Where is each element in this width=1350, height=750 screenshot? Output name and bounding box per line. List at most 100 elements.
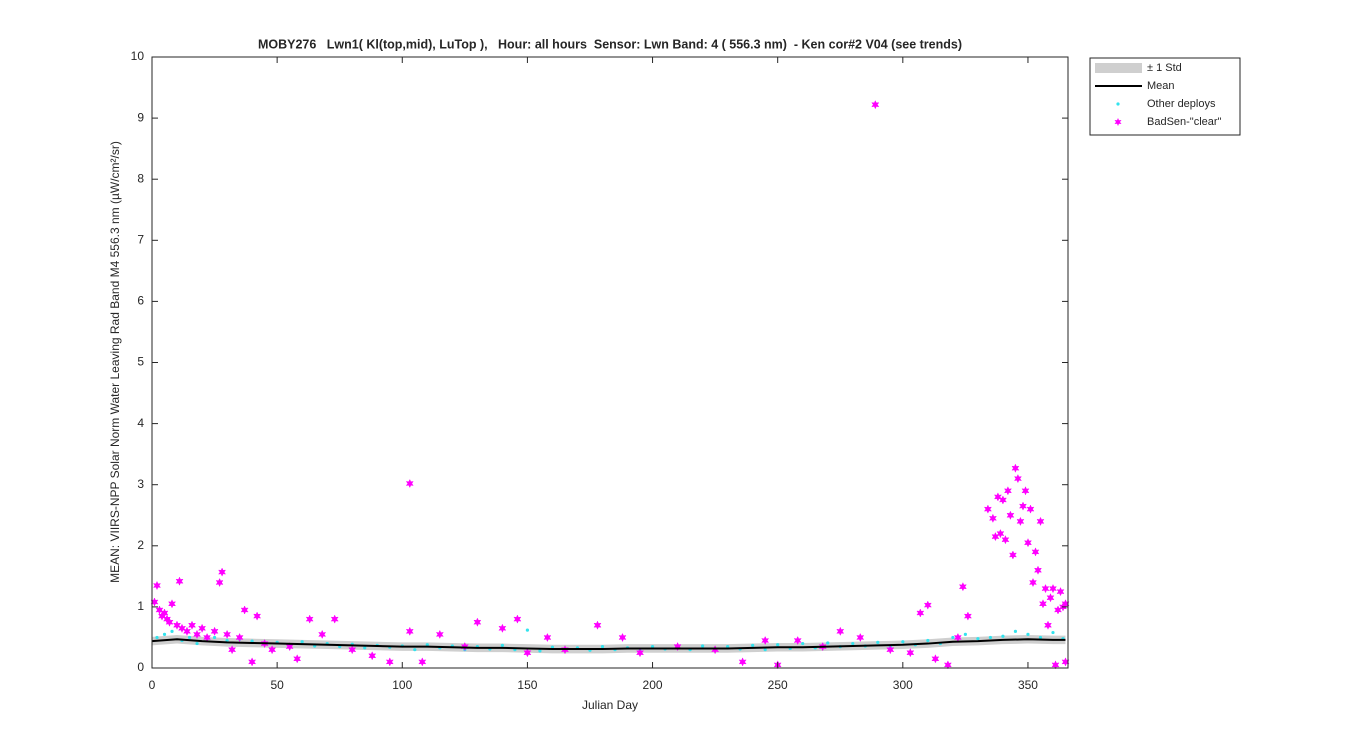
legend: ± 1 Std Mean Other deploys BadSen-"clear" bbox=[1089, 57, 1241, 136]
point bbox=[500, 643, 504, 647]
star-point bbox=[886, 645, 895, 655]
star-point bbox=[836, 626, 845, 636]
star-point bbox=[593, 620, 602, 630]
point bbox=[963, 632, 967, 636]
point bbox=[195, 641, 199, 646]
star-point bbox=[963, 611, 972, 621]
star-point bbox=[268, 645, 277, 655]
star-point bbox=[1048, 583, 1057, 594]
x-tick-label: 150 bbox=[517, 678, 537, 692]
star-point bbox=[1026, 504, 1035, 514]
star-point bbox=[198, 623, 207, 633]
point bbox=[155, 635, 159, 640]
star-point bbox=[931, 654, 940, 664]
x-tick-label: 300 bbox=[893, 678, 913, 692]
star-point bbox=[916, 608, 925, 618]
star-point bbox=[1061, 657, 1070, 667]
star-point bbox=[193, 629, 202, 640]
point bbox=[425, 643, 429, 647]
point bbox=[776, 643, 780, 647]
x-tick-label: 100 bbox=[392, 678, 412, 692]
star-point bbox=[761, 635, 770, 646]
star-point bbox=[1003, 486, 1012, 496]
star-point bbox=[1046, 593, 1055, 603]
star-point bbox=[188, 620, 197, 630]
star-point bbox=[738, 657, 747, 667]
legend-label: BadSen-"clear" bbox=[1147, 116, 1222, 128]
point bbox=[926, 638, 930, 643]
star-point bbox=[253, 611, 262, 621]
star-point bbox=[523, 648, 532, 658]
point bbox=[1051, 630, 1055, 635]
y-tick-label: 6 bbox=[137, 294, 144, 308]
std-band bbox=[152, 635, 1066, 654]
point bbox=[300, 640, 304, 644]
point bbox=[600, 645, 605, 649]
star-point bbox=[958, 582, 967, 592]
star-point bbox=[152, 580, 162, 591]
star-point bbox=[385, 657, 394, 667]
star-point bbox=[1031, 547, 1040, 557]
star-point bbox=[168, 599, 177, 609]
star-point bbox=[235, 632, 244, 643]
point bbox=[951, 635, 955, 640]
y-tick-label: 3 bbox=[137, 477, 144, 491]
x-tick-label: 200 bbox=[643, 678, 663, 692]
y-tick-label: 9 bbox=[137, 110, 144, 124]
star-point bbox=[871, 100, 880, 110]
star-point bbox=[435, 629, 444, 640]
point bbox=[876, 640, 880, 644]
point bbox=[170, 629, 174, 633]
star-point bbox=[348, 645, 357, 655]
star-point bbox=[178, 623, 187, 633]
y-tick-label: 5 bbox=[137, 355, 144, 369]
star-point bbox=[215, 577, 224, 588]
star-point bbox=[1056, 586, 1065, 597]
star-point bbox=[793, 635, 802, 646]
star-point bbox=[175, 576, 184, 586]
star-point bbox=[165, 617, 174, 627]
point bbox=[851, 641, 855, 646]
star-point bbox=[856, 632, 865, 643]
star-point bbox=[1008, 550, 1017, 560]
star-point bbox=[248, 657, 257, 667]
star-point bbox=[418, 657, 427, 667]
point bbox=[701, 644, 705, 648]
y-tick-label: 2 bbox=[137, 538, 144, 552]
point bbox=[162, 632, 167, 636]
point bbox=[538, 649, 542, 653]
star-point bbox=[906, 648, 915, 658]
star-point bbox=[368, 651, 377, 661]
legend-swatch bbox=[1114, 118, 1122, 126]
star-point bbox=[998, 495, 1007, 505]
star-point bbox=[1021, 486, 1030, 496]
star-point bbox=[543, 632, 552, 643]
point bbox=[763, 648, 767, 652]
legend-label: ± 1 Std bbox=[1147, 62, 1182, 74]
star-point bbox=[1038, 599, 1047, 609]
y-tick-label: 7 bbox=[137, 232, 144, 246]
star-point bbox=[1016, 516, 1025, 527]
star-point bbox=[1041, 583, 1050, 594]
point bbox=[1026, 632, 1030, 636]
star-point bbox=[636, 648, 645, 658]
star-point bbox=[1013, 473, 1022, 484]
star-point bbox=[210, 626, 219, 636]
point bbox=[801, 641, 805, 646]
x-tick-label: 350 bbox=[1018, 678, 1038, 692]
star-point bbox=[988, 513, 997, 523]
star-point bbox=[305, 614, 314, 624]
star-point bbox=[240, 605, 249, 615]
plot-area bbox=[150, 100, 1070, 670]
point bbox=[250, 639, 254, 643]
star-point bbox=[173, 620, 182, 630]
point bbox=[826, 641, 830, 645]
star-point bbox=[1011, 463, 1020, 473]
x-tick-label: 0 bbox=[149, 678, 156, 692]
x-tick-label: 50 bbox=[270, 678, 284, 692]
star-point bbox=[1036, 516, 1045, 527]
star-point bbox=[1051, 660, 1060, 670]
x-axis-label: Julian Day bbox=[582, 698, 638, 712]
star-point bbox=[1001, 535, 1010, 545]
star-point bbox=[218, 567, 227, 577]
